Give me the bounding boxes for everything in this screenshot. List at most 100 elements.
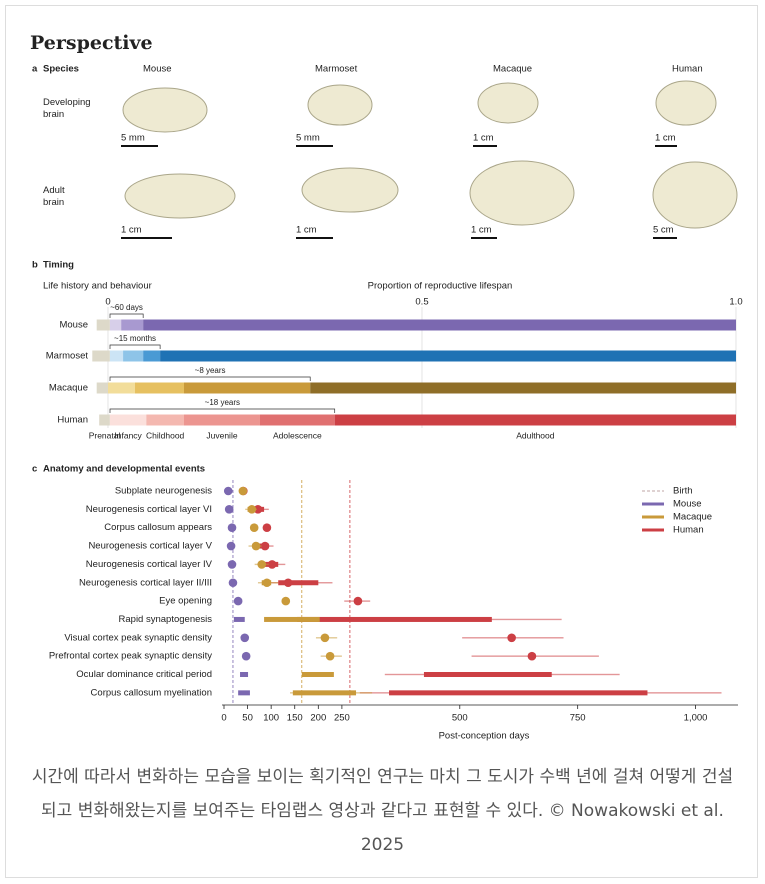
lifespan-segment (183, 382, 311, 394)
event-point (223, 486, 233, 496)
span-bracket (109, 376, 311, 381)
stage-label: Adolescence (273, 430, 322, 440)
card (5, 5, 758, 878)
category-label: Prefrontal cortex peak synaptic density (49, 651, 212, 662)
axis-label: Post-conception days (439, 731, 530, 742)
stage-label: Childhood (146, 430, 185, 440)
event-point (260, 541, 270, 551)
x-tick-label: 0.5 (415, 297, 428, 308)
row-label: Macaque (49, 383, 88, 394)
stage-label: Adulthood (516, 430, 555, 440)
species-label: Human (672, 64, 703, 75)
stage-label: Infancy (114, 430, 142, 440)
event-point (320, 633, 330, 643)
row-label: Mouse (59, 320, 88, 331)
event-point (283, 578, 293, 588)
scale-label: 1 cm (471, 225, 492, 236)
figure-title: Perspective (30, 32, 153, 54)
chart-title: Life history and behaviour (43, 281, 152, 292)
range-bar (292, 690, 357, 696)
lifespan-segment (146, 414, 184, 426)
category-label: Neurogenesis cortical layer VI (86, 504, 212, 515)
lifespan-segment (310, 382, 736, 394)
x-tick-label: 500 (452, 713, 468, 724)
event-point (262, 578, 272, 588)
category-label: Eye opening (159, 596, 212, 607)
panel-title: Species (43, 64, 79, 75)
brain-illustration (301, 167, 399, 213)
range-bar (240, 672, 249, 677)
lifespan-segment (123, 350, 144, 362)
event-point (251, 541, 261, 551)
brain-illustration (652, 161, 738, 229)
scale-label: 5 mm (121, 133, 145, 144)
range-bar (238, 690, 250, 696)
lifespan-segment (92, 350, 110, 362)
brain-illustration (655, 80, 717, 126)
event-point (227, 560, 237, 569)
legend-label: Mouse (673, 499, 702, 510)
scale-label: 1 cm (296, 225, 317, 236)
x-tick-label: 0 (221, 713, 226, 724)
category-label: Neurogenesis cortical layer IV (86, 559, 213, 570)
scale-label: 5 mm (296, 133, 320, 144)
species-label: Mouse (143, 64, 172, 75)
event-point (241, 651, 251, 661)
event-point (226, 541, 236, 551)
x-tick-label: 100 (263, 713, 279, 724)
category-label: Subplate neurogenesis (115, 486, 212, 497)
legend-label: Human (673, 525, 704, 536)
panel-letter: c (32, 464, 37, 475)
lifespan-segment (334, 414, 736, 426)
event-point (233, 596, 243, 606)
lifespan-segment (160, 350, 736, 362)
category-label: Visual cortex peak synaptic density (64, 632, 212, 643)
category-label: Neurogenesis cortical layer II/III (79, 577, 212, 588)
range-bar (264, 616, 320, 622)
lifespan-segment (143, 319, 737, 331)
span-label: ~18 years (205, 398, 240, 407)
span-label: ~15 months (114, 334, 156, 343)
figure: Perspective a Species b Timing c Anatomy… (30, 32, 743, 742)
category-label: Corpus callosum appears (104, 522, 212, 533)
event-point (281, 596, 291, 606)
event-point (267, 560, 277, 569)
range-bar (297, 616, 492, 622)
range-bar (233, 616, 245, 622)
brain-illustration (307, 84, 373, 126)
x-tick-label: 750 (570, 713, 586, 724)
event-point (228, 578, 238, 588)
event-point (262, 523, 272, 532)
stage-label: Juvenile (206, 430, 237, 440)
range-bar (389, 690, 648, 696)
axis-label: Proportion of reproductive lifespan (368, 281, 513, 292)
x-tick-label: 250 (334, 713, 350, 724)
event-point (240, 633, 250, 643)
lifespan-segment (109, 319, 122, 331)
legend-label: Macaque (673, 512, 712, 523)
species-label: Marmoset (315, 64, 358, 75)
x-tick-label: 1.0 (729, 297, 742, 308)
row-label: Human (57, 415, 88, 426)
lifespan-segment (183, 414, 260, 426)
x-tick-label: 200 (310, 713, 326, 724)
brain-illustration (124, 173, 236, 219)
span-bracket (109, 408, 336, 413)
span-bracket (109, 313, 144, 318)
event-point (249, 523, 259, 532)
lifespan-segment (259, 414, 335, 426)
x-tick-label: 0 (105, 297, 110, 308)
event-point (257, 560, 267, 569)
lifespan-segment (121, 319, 144, 331)
event-point (527, 651, 537, 661)
event-point (253, 505, 263, 514)
category-label: Ocular dominance critical period (76, 669, 212, 680)
stage-label: Prenatal (89, 430, 121, 440)
category-label: Corpus callosum myelination (91, 687, 212, 698)
scale-label: 1 cm (473, 133, 494, 144)
event-point (227, 523, 237, 532)
event-point (224, 505, 234, 514)
lifespan-segment (109, 350, 124, 362)
row-label: Adult brain (43, 185, 65, 208)
